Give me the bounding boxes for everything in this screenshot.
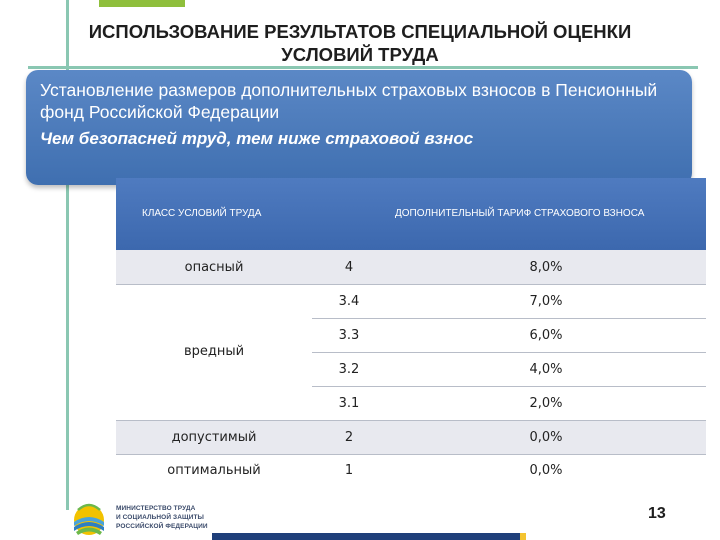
class-name-cell: допустимый — [171, 430, 257, 445]
row-band-dangerous — [116, 250, 706, 284]
banner-text: Установление размеров дополнительных стр… — [40, 80, 658, 122]
row-separator — [312, 352, 706, 353]
row-band-acceptable — [116, 420, 706, 454]
subclass-cell: 1 — [344, 463, 354, 478]
rate-cell: 2,0% — [529, 396, 563, 411]
subclass-cell: 4 — [344, 260, 354, 275]
ministry-name-line-2: И СОЦИАЛЬНОЙ ЗАЩИТЫ — [116, 514, 205, 521]
horizontal-guide-line — [28, 66, 698, 69]
row-separator — [312, 318, 706, 319]
subclass-cell: 3.3 — [338, 328, 360, 343]
info-banner: Установление размеров дополнительных стр… — [26, 70, 692, 185]
row-separator — [116, 420, 706, 421]
row-separator — [116, 284, 706, 285]
rate-cell: 4,0% — [529, 362, 563, 377]
rate-cell: 0,0% — [529, 463, 563, 478]
row-separator — [312, 386, 706, 387]
footer-bar — [212, 533, 520, 540]
rate-cell: 6,0% — [529, 328, 563, 343]
class-name-cell: вредный — [183, 344, 245, 359]
ministry-name-line-3: РОССИЙСКОЙ ФЕДЕРАЦИИ — [116, 523, 208, 530]
rate-cell: 0,0% — [529, 430, 563, 445]
table-header: КЛАСС УСЛОВИЙ ТРУДА ДОПОЛНИТЕЛЬНЫЙ ТАРИФ… — [116, 178, 706, 250]
header-tariff: ДОПОЛНИТЕЛЬНЫЙ ТАРИФ СТРАХОВОГО ВЗНОСА — [395, 208, 645, 219]
ministry-name: МИНИСТЕРСТВО ТРУДА И СОЦИАЛЬНОЙ ЗАЩИТЫ Р… — [116, 504, 208, 531]
ministry-logo-icon — [74, 503, 104, 535]
footer-accent — [520, 533, 526, 540]
slide-title: ИСПОЛЬЗОВАНИЕ РЕЗУЛЬТАТОВ СПЕЦИАЛЬНОЙ ОЦ… — [40, 20, 680, 66]
banner-emphasis: Чем безопасней труд, тем ниже страховой … — [40, 129, 474, 148]
subclass-cell: 2 — [344, 430, 354, 445]
ministry-name-line-1: МИНИСТЕРСТВО ТРУДА — [116, 505, 196, 512]
class-name-cell: опасный — [184, 260, 244, 275]
rate-cell: 8,0% — [529, 260, 563, 275]
subclass-cell: 3.4 — [338, 294, 360, 309]
subclass-cell: 3.2 — [338, 362, 360, 377]
rate-cell: 7,0% — [529, 294, 563, 309]
page-number: 13 — [648, 505, 666, 522]
vertical-guide-line — [66, 0, 69, 510]
row-separator — [116, 454, 706, 455]
title-line-1: ИСПОЛЬЗОВАНИЕ РЕЗУЛЬТАТОВ СПЕЦИАЛЬНОЙ ОЦ… — [88, 21, 632, 42]
top-accent-bar — [99, 0, 185, 7]
title-line-2: УСЛОВИЙ ТРУДА — [281, 44, 439, 65]
subclass-cell: 3.1 — [338, 396, 360, 411]
class-name-cell: оптимальный — [167, 463, 261, 478]
header-class: КЛАСС УСЛОВИЙ ТРУДА — [142, 208, 262, 219]
